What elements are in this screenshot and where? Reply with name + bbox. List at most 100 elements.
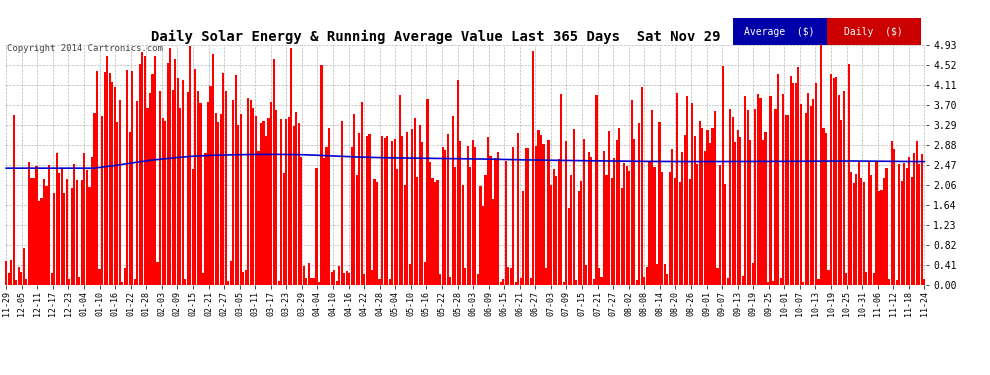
Bar <box>906 168 908 285</box>
Bar <box>222 73 224 285</box>
Bar <box>497 152 499 285</box>
Bar <box>908 157 911 285</box>
Bar <box>339 266 341 285</box>
Bar <box>388 279 391 285</box>
Bar <box>174 59 176 285</box>
Bar <box>520 278 522 285</box>
Bar <box>252 108 254 285</box>
Bar <box>838 95 840 285</box>
Bar <box>376 182 378 285</box>
Bar <box>238 124 240 285</box>
Bar <box>189 46 191 285</box>
Bar <box>785 115 787 285</box>
Bar <box>378 279 380 285</box>
Bar <box>474 147 476 285</box>
Bar <box>434 182 437 285</box>
Bar <box>159 91 161 285</box>
Bar <box>46 186 48 285</box>
Bar <box>644 277 645 285</box>
Bar <box>344 273 346 285</box>
Bar <box>197 91 199 285</box>
Bar <box>404 185 406 285</box>
Bar <box>616 140 618 285</box>
Bar <box>298 123 300 285</box>
Bar <box>595 95 598 285</box>
Bar <box>217 122 219 285</box>
Bar <box>689 179 691 285</box>
Bar <box>913 153 916 285</box>
Bar <box>742 276 743 285</box>
Bar <box>507 267 509 285</box>
Bar <box>658 123 660 285</box>
Bar <box>873 273 875 285</box>
Bar <box>727 278 729 285</box>
Bar <box>580 180 582 285</box>
Bar <box>383 138 386 285</box>
Text: Average  ($): Average ($) <box>744 27 815 37</box>
Bar <box>818 279 820 285</box>
Bar <box>759 98 761 285</box>
Bar <box>363 274 365 285</box>
Bar <box>722 66 724 285</box>
Bar <box>764 132 766 285</box>
Bar <box>653 167 655 285</box>
Bar <box>464 268 466 285</box>
Bar <box>154 56 156 285</box>
Bar <box>484 175 486 285</box>
Bar <box>562 282 564 285</box>
Bar <box>300 157 302 285</box>
Bar <box>148 93 151 285</box>
Bar <box>13 115 15 285</box>
Bar <box>248 98 249 285</box>
Bar <box>270 102 272 285</box>
Bar <box>870 176 872 285</box>
Bar <box>445 150 446 285</box>
Bar <box>787 115 789 285</box>
Bar <box>466 146 469 285</box>
Bar <box>318 282 320 285</box>
Bar <box>243 272 245 285</box>
Bar <box>896 280 898 285</box>
Bar <box>767 282 769 285</box>
Bar <box>399 94 401 285</box>
Bar <box>93 112 96 285</box>
Bar <box>850 172 852 285</box>
Bar <box>401 136 403 285</box>
Bar <box>321 64 323 285</box>
Bar <box>712 128 714 285</box>
Bar <box>673 178 676 285</box>
Bar <box>308 263 310 285</box>
Bar <box>714 111 716 285</box>
Bar <box>704 150 706 285</box>
Bar <box>795 82 797 285</box>
Bar <box>350 147 352 285</box>
Bar <box>792 83 794 285</box>
Bar <box>76 180 78 285</box>
Bar <box>366 136 368 285</box>
Bar <box>543 144 545 285</box>
Bar <box>142 52 144 285</box>
Bar <box>835 77 838 285</box>
Bar <box>171 90 174 285</box>
Bar <box>515 282 517 285</box>
Bar <box>323 158 325 285</box>
Bar <box>50 273 52 285</box>
Bar <box>346 271 347 285</box>
Bar <box>827 18 921 45</box>
Bar <box>756 94 759 285</box>
Bar <box>855 174 857 285</box>
Bar <box>888 279 890 285</box>
Bar <box>124 268 126 285</box>
Bar <box>502 279 504 285</box>
Bar <box>919 164 921 285</box>
Bar <box>373 179 375 285</box>
Bar <box>639 123 641 285</box>
Bar <box>316 168 318 285</box>
Bar <box>156 261 158 285</box>
Bar <box>65 178 68 285</box>
Bar <box>260 123 262 285</box>
Bar <box>381 136 383 285</box>
Bar <box>735 142 737 285</box>
Bar <box>280 119 282 285</box>
Bar <box>5 261 7 285</box>
